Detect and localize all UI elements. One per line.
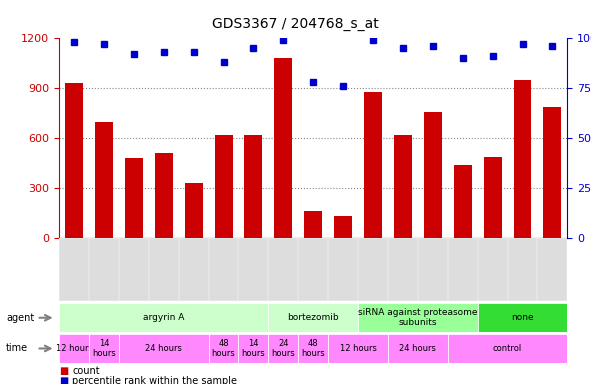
Bar xyxy=(65,83,83,238)
Text: control: control xyxy=(493,344,522,353)
Text: percentile rank within the sample: percentile rank within the sample xyxy=(72,376,237,384)
Text: bortezomib: bortezomib xyxy=(287,313,339,322)
Text: agent: agent xyxy=(6,313,34,323)
Bar xyxy=(514,80,531,238)
Text: 24 hours: 24 hours xyxy=(145,344,182,353)
Text: 48
hours: 48 hours xyxy=(301,339,325,358)
Bar xyxy=(184,183,203,238)
Bar xyxy=(454,165,472,238)
Text: ■: ■ xyxy=(59,366,69,376)
Text: 12 hours: 12 hours xyxy=(340,344,376,353)
Bar xyxy=(95,122,113,238)
Text: argyrin A: argyrin A xyxy=(143,313,184,322)
Bar xyxy=(483,157,502,238)
Text: count: count xyxy=(72,366,100,376)
Bar xyxy=(544,107,561,238)
Text: time: time xyxy=(6,343,28,354)
Text: siRNA against proteasome
subunits: siRNA against proteasome subunits xyxy=(358,308,478,328)
Bar xyxy=(245,135,262,238)
Bar xyxy=(364,92,382,238)
Bar xyxy=(274,58,293,238)
Bar xyxy=(334,217,352,238)
Bar xyxy=(125,158,143,238)
Text: GDS3367 / 204768_s_at: GDS3367 / 204768_s_at xyxy=(212,17,379,31)
Bar xyxy=(394,135,412,238)
Text: 14
hours: 14 hours xyxy=(92,339,116,358)
Bar xyxy=(424,112,442,238)
Text: none: none xyxy=(511,313,534,322)
Bar xyxy=(155,153,173,238)
Text: 24
hours: 24 hours xyxy=(271,339,296,358)
Text: ■: ■ xyxy=(59,376,69,384)
Text: 24 hours: 24 hours xyxy=(400,344,436,353)
Text: 12 hours: 12 hours xyxy=(56,344,92,353)
Bar xyxy=(304,210,322,238)
Text: 48
hours: 48 hours xyxy=(212,339,235,358)
Bar xyxy=(215,135,232,238)
Text: 14
hours: 14 hours xyxy=(242,339,265,358)
